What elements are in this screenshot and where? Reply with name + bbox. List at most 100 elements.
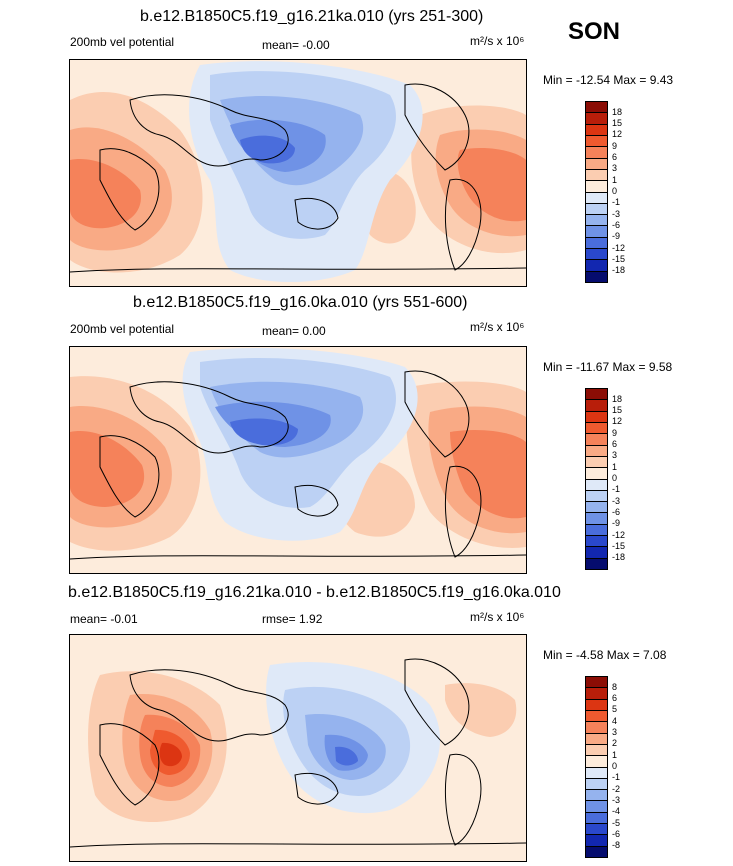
- colorbar-tick-label: 8: [612, 681, 618, 692]
- panel1-minmax: Min = -12.54 Max = 9.43: [543, 73, 674, 87]
- colorbar-swatch: [586, 101, 607, 113]
- colorbar-swatch: [586, 687, 607, 699]
- panel3-title: b.e12.B1850C5.f19_g16.21ka.010 - b.e12.B…: [68, 584, 561, 601]
- colorbar-tick-label: -8: [612, 840, 621, 851]
- colorbar-tick-label: 2: [612, 738, 618, 749]
- colorbar-swatch: [586, 112, 607, 124]
- colorbar-swatch: [586, 467, 607, 479]
- colorbar-swatch: [586, 134, 607, 147]
- colorbar-tick-label: 0: [612, 473, 618, 483]
- panel2-units: m²/s x 10⁶: [470, 320, 525, 334]
- colorbar-swatch: [586, 523, 607, 536]
- colorbar-tick-label: 0: [612, 186, 618, 196]
- panel2-colorbar: 18 15 12 9 6 3 1 0 -1 -3 -6 -9 -12 -15 -18: [585, 388, 645, 570]
- colorbar-swatch: [586, 676, 607, 688]
- colorbar-swatch: [586, 709, 607, 722]
- colorbar-tick-label: 4: [612, 715, 618, 726]
- panel3-center-label: rmse= 1.92: [262, 612, 323, 626]
- panel1-units: m²/s x 10⁶: [470, 34, 525, 48]
- colorbar-swatch: [586, 248, 607, 260]
- colorbar-swatch: [586, 557, 607, 569]
- colorbar-tick-label: -15: [612, 253, 626, 264]
- panel1-left-label: 200mb vel potential: [70, 35, 175, 49]
- colorbar-swatch: [586, 845, 607, 857]
- colorbar-swatch: [586, 123, 607, 135]
- colorbar-tick-label: 5: [612, 704, 618, 715]
- panel3-contour-field: [70, 635, 526, 861]
- colorbar-swatch: [586, 535, 607, 547]
- colorbar-swatch: [586, 721, 607, 733]
- colorbar-swatch: [586, 444, 607, 456]
- colorbar-swatch: [586, 743, 607, 756]
- colorbar-tick-label: -3: [612, 208, 621, 219]
- colorbar-tick-label: 18: [612, 106, 623, 117]
- colorbar-tick-label: -4: [612, 806, 621, 817]
- colorbar-tick-label: 3: [612, 163, 618, 174]
- colorbar-tick-label: 9: [612, 427, 618, 438]
- colorbar-swatch: [586, 388, 607, 400]
- colorbar-swatch: [586, 546, 607, 558]
- colorbar-swatch: [586, 800, 607, 812]
- colorbar-tick-label: -1: [612, 484, 621, 495]
- panel2-center-label: mean= 0.00: [262, 324, 326, 338]
- colorbar-tick-label: 1: [612, 749, 618, 760]
- colorbar-tick-label: 12: [612, 129, 623, 140]
- colorbar-swatch: [586, 455, 607, 468]
- panel1-title: b.e12.B1850C5.f19_g16.21ka.010 (yrs 251-…: [140, 8, 484, 25]
- colorbar-tick-label: -6: [612, 219, 621, 230]
- panel2-minmax: Min = -11.67 Max = 9.58: [543, 360, 673, 374]
- panel1-map: [69, 59, 527, 287]
- colorbar-tick-label: 6: [612, 152, 618, 163]
- colorbar-swatch: [586, 180, 607, 192]
- colorbar-swatch: [586, 823, 607, 835]
- colorbar-swatch: [586, 755, 607, 767]
- panel1-center-label: mean= -0.00: [262, 38, 330, 52]
- colorbar-tick-label: -3: [612, 495, 621, 506]
- colorbar-swatch: [586, 410, 607, 422]
- colorbar-swatch: [586, 512, 607, 524]
- colorbar-swatch: [586, 489, 607, 502]
- colorbar-swatch: [586, 834, 607, 846]
- panel2-map: [69, 346, 527, 574]
- colorbar-tick-label: -12: [612, 242, 626, 253]
- panel3-colorbar-swatches: [585, 676, 608, 858]
- colorbar-tick-label: 3: [612, 450, 618, 461]
- colorbar-swatch: [586, 270, 607, 282]
- colorbar-tick-label: -1: [612, 772, 621, 783]
- panel1-colorbar: 18 15 12 9 6 3 1 0 -1 -3 -6 -9 -12 -15 -18: [585, 101, 645, 283]
- colorbar-tick-label: 12: [612, 416, 623, 427]
- colorbar-swatch: [586, 146, 607, 158]
- colorbar-tick-label: 6: [612, 439, 618, 450]
- colorbar-swatch: [586, 777, 607, 790]
- panel3-minmax: Min = -4.58 Max = 7.08: [543, 648, 667, 662]
- colorbar-tick-label: -5: [612, 817, 621, 828]
- panel3-units: m²/s x 10⁶: [470, 610, 525, 624]
- colorbar-swatch: [586, 732, 607, 744]
- panel3-left-label: mean= -0.01: [70, 612, 138, 626]
- colorbar-swatch: [586, 698, 607, 710]
- panel2-left-label: 200mb vel potential: [70, 322, 175, 336]
- colorbar-tick-label: -12: [612, 529, 626, 540]
- colorbar-tick-label: 6: [612, 693, 618, 704]
- colorbar-tick-label: 15: [612, 118, 623, 129]
- panel3-map: [69, 634, 527, 862]
- colorbar-tick-label: 15: [612, 405, 623, 416]
- colorbar-swatch: [586, 478, 607, 490]
- colorbar-tick-label: 18: [612, 393, 623, 404]
- panel1-contour-field: [70, 60, 526, 286]
- colorbar-swatch: [586, 789, 607, 801]
- colorbar-swatch: [586, 259, 607, 271]
- colorbar-swatch: [586, 168, 607, 181]
- panel1-colorbar-swatches: [585, 101, 608, 283]
- colorbar-tick-label: -18: [612, 552, 626, 563]
- colorbar-tick-label: -6: [612, 828, 621, 839]
- colorbar-tick-label: -2: [612, 783, 621, 794]
- colorbar-tick-label: 1: [612, 461, 618, 472]
- season-label: SON: [568, 18, 621, 45]
- colorbar-swatch: [586, 157, 607, 169]
- colorbar-swatch: [586, 202, 607, 215]
- colorbar-swatch: [586, 225, 607, 237]
- colorbar-tick-label: -3: [612, 794, 621, 805]
- colorbar-swatch: [586, 236, 607, 249]
- colorbar-swatch: [586, 421, 607, 434]
